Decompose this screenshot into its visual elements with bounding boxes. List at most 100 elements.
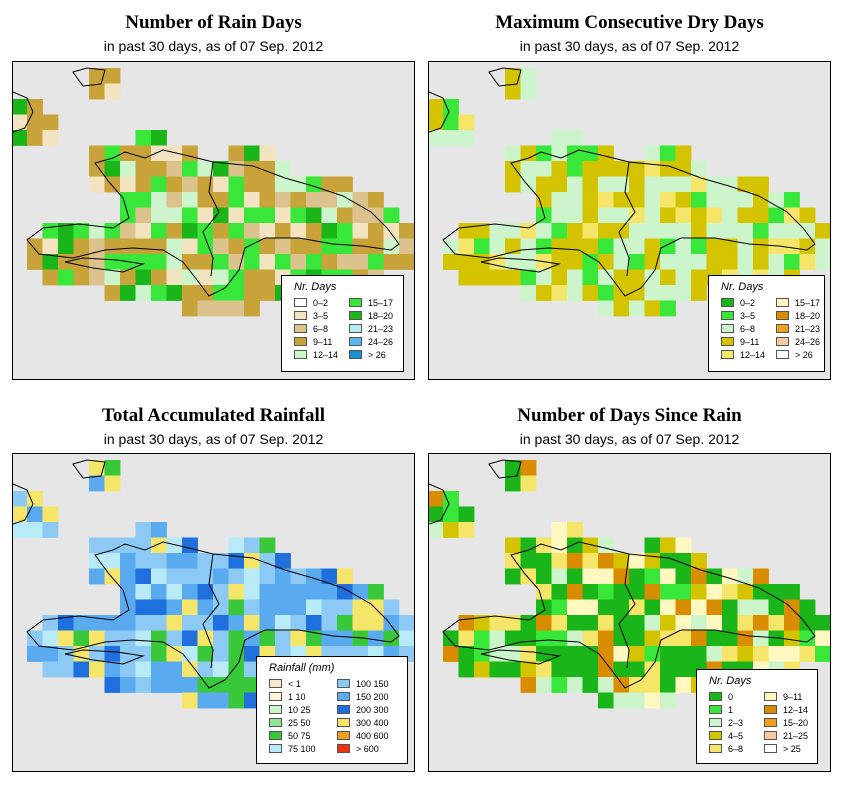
grid-cell: [458, 646, 475, 662]
grid-cell: [166, 537, 183, 554]
legend-item: > 600: [337, 744, 379, 755]
grid-cell: [89, 646, 105, 662]
grid-cell: [567, 553, 583, 569]
grid-cell: [321, 207, 338, 224]
grid-cell: [228, 300, 245, 317]
grid-cell: [598, 692, 614, 709]
grid-cell: [228, 176, 245, 193]
grid-cell: [135, 553, 152, 569]
grid-cell: [89, 254, 105, 270]
grid-cell: [244, 254, 260, 270]
grid-cell: [567, 161, 583, 177]
legend-label: 100 150: [356, 679, 389, 689]
grid-cell: [489, 223, 506, 239]
grid-cell: [89, 661, 105, 678]
grid-cell: [706, 599, 723, 616]
grid-cell: [182, 692, 198, 709]
coastline: [13, 483, 34, 525]
grid-cell: [691, 615, 707, 631]
legend-label: 2–3: [728, 718, 744, 728]
grid-cell: [551, 537, 568, 554]
grid-cell: [613, 599, 630, 616]
grid-cell: [368, 615, 384, 631]
legend-item: 3–5: [294, 311, 328, 322]
panel-title: Number of Days Since Rain: [517, 405, 742, 426]
grid-cell: [399, 615, 414, 631]
legend-swatch: [709, 718, 722, 727]
grid-cell: [120, 269, 136, 286]
panel-subtitle: in past 30 days, as of 07 Sep. 2012: [103, 431, 324, 447]
legend-label: > 26: [368, 350, 386, 360]
grid-cell: [275, 207, 291, 224]
grid-cell: [784, 599, 800, 616]
grid-cell: [275, 553, 291, 569]
legend-swatch: [709, 705, 722, 714]
grid-cell: [675, 661, 692, 678]
grid-cell: [166, 615, 183, 631]
grid-cell: [815, 254, 830, 270]
grid-cell: [737, 254, 754, 270]
grid-cell: [73, 238, 90, 255]
legend-item: 6–8: [721, 324, 755, 335]
grid-cell: [520, 553, 537, 569]
grid-cell: [58, 269, 74, 286]
grid-cell: [753, 615, 769, 631]
coastline: [480, 649, 561, 665]
legend-title: Nr. Days: [709, 675, 752, 687]
grid-cell: [42, 254, 59, 270]
grid-cell: [151, 646, 167, 662]
grid-cell: [613, 300, 630, 317]
grid-cell: [567, 176, 583, 193]
grid-cell: [551, 176, 568, 193]
panel-subtitle: in past 30 days, as of 07 Sep. 2012: [519, 431, 740, 447]
grid-cell: [120, 238, 136, 255]
grid-cell: [42, 615, 59, 631]
grid-cell: [228, 254, 245, 270]
legend-item: 9–11: [294, 337, 332, 348]
grid-cell: [151, 522, 167, 538]
grid-cell: [784, 207, 800, 224]
grid-cell: [644, 646, 661, 662]
grid-cell: [567, 285, 583, 301]
grid-cell: [104, 145, 121, 162]
grid-cell: [536, 161, 552, 177]
grid-cell: [551, 254, 568, 270]
grid-cell: [520, 238, 537, 255]
grid-cell: [306, 192, 322, 208]
grid-cell: [691, 630, 707, 647]
grid-cell: [290, 223, 307, 239]
grid-cell: [582, 553, 599, 569]
grid-cell: [520, 83, 537, 100]
grid-cell: [675, 537, 692, 554]
grid-cell: [383, 615, 400, 631]
grid-cell: [27, 254, 43, 270]
grid-cell: [244, 223, 260, 239]
grid-cell: [244, 615, 260, 631]
grid-cell: [505, 537, 521, 554]
grid-cell: [290, 238, 307, 255]
grid-cell: [104, 677, 121, 693]
grid-cell: [182, 223, 198, 239]
grid-cell: [259, 207, 276, 224]
grid-cell: [691, 568, 707, 585]
grid-cell: [244, 285, 260, 301]
grid-cell: [244, 161, 260, 177]
grid-cell: [120, 568, 136, 585]
grid-cell: [244, 537, 260, 554]
grid-cell: [182, 176, 198, 193]
grid-cell: [691, 646, 707, 662]
legend-label: 300 400: [356, 718, 389, 728]
grid-cell: [598, 207, 614, 224]
grid-cell: [737, 630, 754, 647]
coastline: [26, 149, 400, 297]
legend-item: 0–2: [294, 298, 328, 309]
grid-cell: [629, 300, 645, 317]
grid-cell: [722, 584, 738, 600]
grid-cell: [337, 207, 353, 224]
grid-cell: [629, 630, 645, 647]
grid-cell: [551, 285, 568, 301]
grid-cell: [306, 254, 322, 270]
grid-cell: [135, 254, 152, 270]
grid-cell: [660, 599, 676, 616]
grid-cell: [691, 192, 707, 208]
